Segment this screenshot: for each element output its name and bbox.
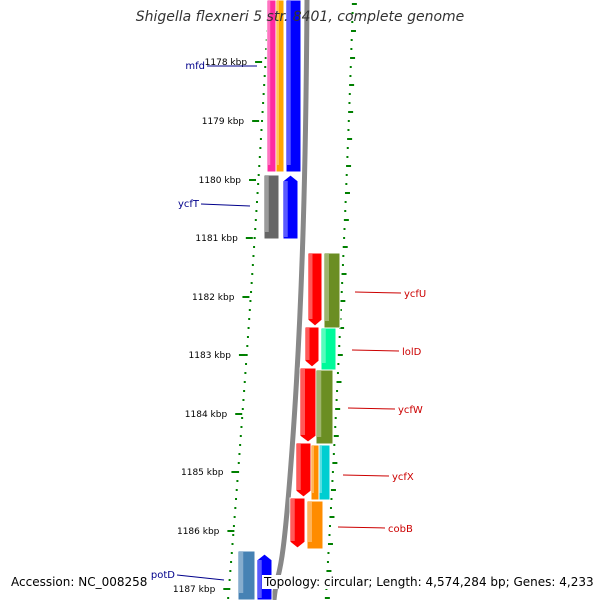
gene-ycfX-orange-highlight	[312, 446, 314, 493]
ruler-label: 1183 kbp	[189, 351, 232, 361]
gene-label-right: ycfW	[398, 405, 423, 416]
gene-leader-line	[200, 203, 251, 207]
gene-ycfT-block-highlight	[265, 176, 269, 232]
gene-label-right: lolD	[402, 347, 422, 358]
gene-red-5-highlight	[291, 499, 295, 541]
gene-ycfW-block	[315, 369, 334, 445]
gene-cobB-block-highlight	[308, 502, 312, 542]
gene-leader-line	[351, 349, 400, 352]
gene-red-1-highlight	[309, 254, 313, 319]
gene-label-right: cobB	[388, 524, 413, 535]
gene-leader-line	[347, 407, 396, 410]
ruler-label: 1181 kbp	[195, 234, 238, 244]
ruler-label: 1182 kbp	[192, 293, 235, 303]
gene-potD-block-highlight	[239, 552, 244, 593]
gene-leader-line	[176, 574, 225, 581]
gene-lolD-block	[320, 327, 337, 371]
accession-text: Accession: NC_008258	[9, 575, 150, 589]
ruler-label: 1185 kbp	[181, 468, 224, 478]
gene-ycfT-block	[263, 174, 280, 240]
ruler-label: 1186 kbp	[177, 527, 220, 537]
gene-blue-arrow-bottom-highlight	[258, 560, 262, 598]
ruler-label: 1184 kbp	[185, 410, 228, 420]
gene-label-right: ycfU	[404, 289, 426, 300]
ruler-label: 1179 kbp	[202, 117, 245, 127]
gene-label-left: ycfT	[178, 199, 200, 210]
gene-label-left: potD	[151, 570, 175, 581]
gene-ycfU-block	[323, 252, 341, 329]
gene-ycfW-block-highlight	[317, 371, 322, 437]
genome-summary-text: Topology: circular; Length: 4,574,284 bp…	[262, 575, 596, 589]
map-title: Shigella flexneri 5 str. 8401, complete …	[135, 9, 465, 25]
gene-red-3-highlight	[301, 369, 305, 435]
gene-leader-line	[337, 526, 386, 529]
ruler-label: 1178 kbp	[205, 58, 248, 68]
gene-red-5	[289, 497, 306, 549]
gene-red-4	[295, 442, 312, 498]
gene-orange-block-highlight	[277, 1, 279, 165]
gene-red-2-highlight	[306, 328, 310, 360]
gene-ycfX-orange	[310, 444, 320, 501]
gene-red-4-highlight	[297, 444, 301, 490]
gene-blue-arrow-highlight	[284, 181, 288, 237]
ruler-label: 1180 kbp	[199, 176, 242, 186]
gene-potD-block	[237, 550, 256, 600]
gene-blue-arrow	[282, 174, 299, 240]
gene-leader-line	[342, 474, 390, 477]
gene-ycfX-block-highlight	[319, 446, 322, 493]
gene-red-2	[304, 326, 320, 368]
ruler-label: 1187 kbp	[173, 585, 216, 595]
gene-red-1	[307, 252, 323, 327]
gene-blue-block-highlight	[287, 1, 291, 165]
gene-lolD-block-highlight	[322, 329, 326, 363]
gene-leader-line	[354, 291, 402, 294]
gene-red-3	[299, 367, 317, 443]
genome-backbone	[271, 0, 310, 600]
gene-cobB-block	[306, 500, 324, 550]
gene-blue-block	[285, 0, 302, 173]
gene-mfd-block-highlight	[268, 1, 271, 165]
gene-label-left: mfd	[185, 61, 205, 72]
gene-orange-block	[275, 0, 285, 173]
gene-ycfU-block-highlight	[325, 254, 329, 321]
gene-label-right: ycfX	[392, 472, 414, 483]
